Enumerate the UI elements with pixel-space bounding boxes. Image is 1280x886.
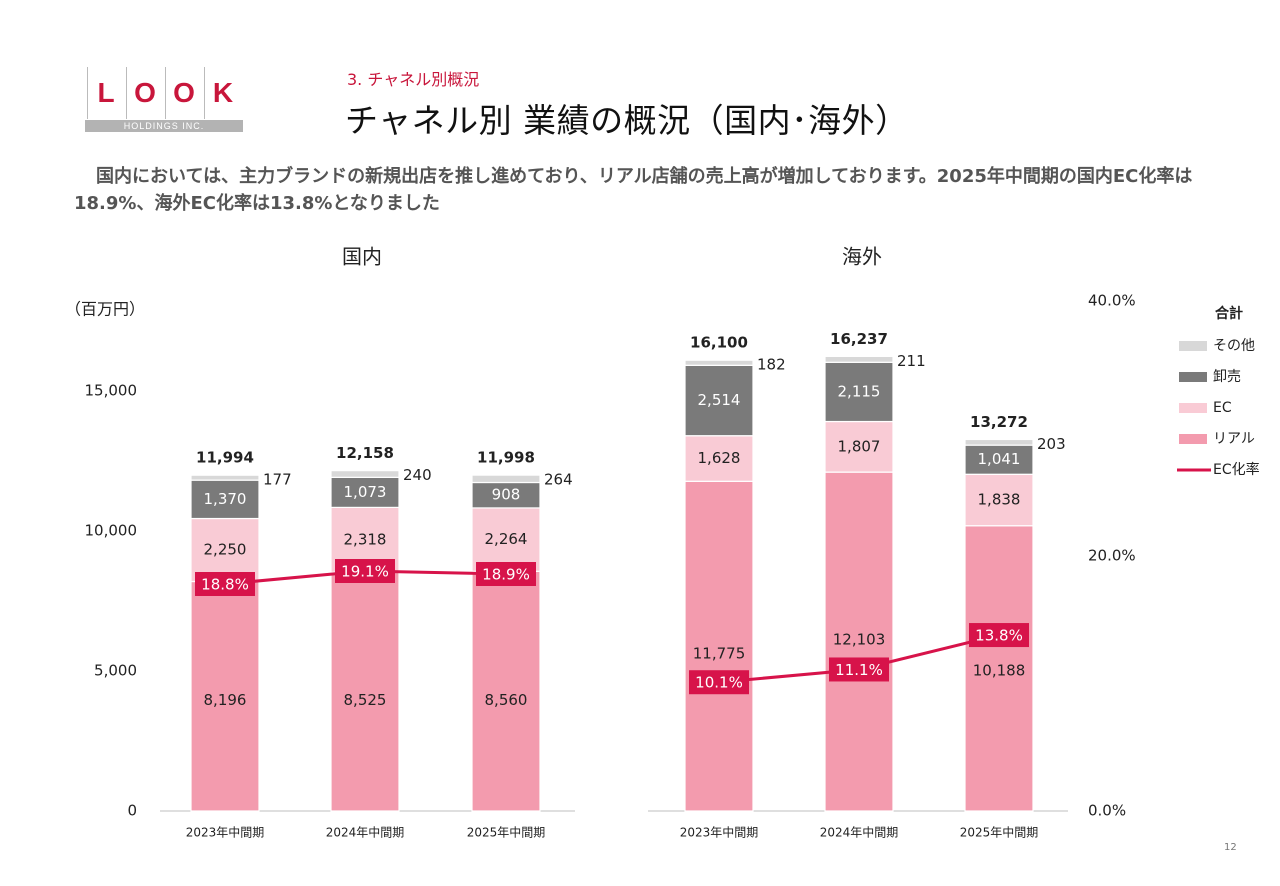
bar-value-label: 8,525 [344,691,387,709]
logo-letter: L [87,67,124,119]
chart-title: 国内 [342,245,382,269]
bar-value-label: 8,560 [485,691,528,709]
bar-segment-その他 [964,438,1034,446]
y2-tick-label: 0.0% [1088,802,1126,820]
bar-segment-EC [684,435,754,482]
bar-value-label: 2,115 [838,382,881,400]
bar-segment-卸売 [190,479,260,520]
y-tick-label: 10,000 [85,522,138,540]
bar-segment-リアル [684,480,754,812]
bar-value-label: 1,370 [204,490,247,508]
bar-value-label: 2,514 [698,391,741,409]
logo-letter: O [126,67,163,119]
legend-item-label: 卸売 [1213,369,1241,385]
legend-item-label: リアル [1213,431,1255,447]
bar-segment-卸売 [964,444,1034,475]
bar-segment-その他 [330,470,400,478]
company-logo: L O O K HOLDINGS INC. [85,67,243,133]
bar-label-other: 211 [897,352,926,370]
ec-rate-badge [335,559,395,583]
bar-value-label: 1,838 [978,491,1021,509]
chart-title: 海外 [842,245,882,269]
y-unit-label: （百万円） [65,300,145,319]
bar-segment-EC [471,507,541,572]
bar-segment-EC [824,420,894,473]
ec-rate-badge [689,670,749,695]
logo-letter: K [204,67,241,119]
bar-value-label: 908 [492,486,521,504]
y-tick-label: 15,000 [85,382,138,400]
bar-value-label: 1,041 [978,450,1021,468]
bar-total-label: 16,100 [690,334,748,352]
bar-segment-リアル [471,570,541,812]
ec-rate-badge [195,572,255,596]
bar-value-label: 2,264 [485,530,528,548]
x-tick-label: 2024年中間期 [326,825,405,840]
legend-swatch [1179,372,1207,382]
x-tick-label: 2025年中間期 [467,825,546,840]
bar-value-label: 12,103 [833,631,886,649]
ec-rate-label: 18.8% [201,576,249,594]
legend-item-label: EC化率 [1213,461,1260,478]
bar-value-label: 11,775 [693,645,746,663]
bar-total-label: 16,237 [830,330,888,348]
x-tick-label: 2023年中間期 [186,825,265,840]
y-tick-label: 5,000 [94,662,137,680]
x-tick-label: 2025年中間期 [960,825,1039,840]
bar-segment-EC [190,517,260,583]
bar-segment-リアル [330,571,400,812]
bar-total-label: 11,998 [477,449,535,467]
bar-value-label: 1,073 [344,483,387,501]
bar-segment-その他 [824,355,894,363]
bar-label-other: 177 [263,471,292,489]
section-label: 3. チャネル別概況 [347,70,480,89]
x-tick-label: 2024年中間期 [820,825,899,840]
bar-label-other: 240 [403,466,432,484]
legend-item-label: その他 [1213,338,1255,354]
bar-total-label: 11,994 [196,449,254,467]
bar-value-label: 2,250 [204,541,247,559]
ec-rate-badge [476,562,536,586]
bar-total-label: 13,272 [970,413,1028,431]
bar-segment-その他 [684,359,754,366]
bar-segment-リアル [824,471,894,812]
bar-value-label: 8,196 [204,691,247,709]
bar-total-label: 12,158 [336,444,394,462]
y2-tick-label: 40.0% [1088,292,1136,310]
bar-value-label: 10,188 [973,662,1026,680]
ec-rate-badge [829,657,889,682]
legend-swatch [1179,403,1207,413]
ec-rate-label: 10.1% [695,674,743,692]
ec-rate-label: 19.1% [341,563,389,581]
page-title: チャネル別 業績の概況（国内･海外） [345,101,909,140]
ec-rate-label: 11.1% [835,661,883,679]
logo-subtitle: HOLDINGS INC. [85,120,243,132]
ec-rate-label: 13.8% [975,627,1023,645]
bar-segment-その他 [471,474,541,484]
x-tick-label: 2023年中間期 [680,825,759,840]
bar-label-other: 203 [1037,435,1066,453]
ec-rate-badge [969,623,1029,648]
page-number: 12 [1224,842,1237,853]
bar-value-label: 1,628 [698,449,741,467]
bar-segment-卸売 [824,361,894,423]
bar-segment-その他 [190,474,260,481]
legend-swatch [1179,434,1207,444]
y-tick-label: 0 [127,802,137,820]
ec-rate-label: 18.9% [482,566,530,584]
bar-segment-卸売 [684,364,754,437]
legend-swatch [1179,341,1207,351]
summary-text: 国内においては、主力ブランドの新規出店を推し進めており、リアル店舗の売上高が増加… [74,166,1193,214]
bar-segment-リアル [964,525,1034,812]
legend-title: 合計 [1215,305,1243,322]
legend-item-label: EC [1213,400,1232,416]
bar-label-other: 182 [757,356,786,374]
bar-label-other: 264 [544,471,573,489]
bar-value-label: 2,318 [344,530,387,548]
bar-value-label: 1,807 [838,437,881,455]
y2-tick-label: 20.0% [1088,547,1136,565]
logo-letter: O [165,67,202,119]
